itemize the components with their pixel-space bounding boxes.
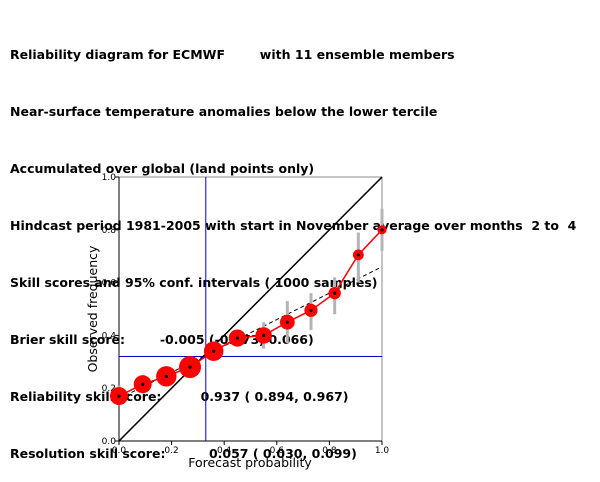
x-tick-label: 1.0 <box>375 446 390 456</box>
reliability-point-center <box>188 365 192 369</box>
y-tick-label: 0.4 <box>102 331 117 341</box>
y-tick-label: 0.0 <box>102 437 117 447</box>
reliability-skill-score: Reliability skill score: 0.937 ( 0.894, … <box>10 389 349 404</box>
reliability-point-center <box>333 291 337 295</box>
reliability-point-center <box>164 374 168 378</box>
reliability-point-center <box>380 228 384 232</box>
reliability-point-center <box>141 382 145 386</box>
y-tick-label: 0.6 <box>102 279 117 289</box>
resolution-skill-score: Resolution skill score: 0.057 ( 0.030, 0… <box>10 446 357 461</box>
header-ci-note: Skill scores and 95% conf. intervals ( 1… <box>10 275 378 290</box>
x-tick-label: 0.6 <box>270 446 285 456</box>
y-tick-label: 0.2 <box>102 384 116 394</box>
reliability-point-center <box>117 394 121 398</box>
x-tick-label: 0.8 <box>322 446 337 456</box>
reliability-point-center <box>285 320 289 324</box>
header-period: Hindcast period 1981-2005 with start in … <box>10 218 577 233</box>
y-axis-label: Observed frequency <box>85 245 100 372</box>
x-axis-label: Forecast probability <box>188 455 312 470</box>
reliability-point-center <box>235 336 239 340</box>
reliability-point-center <box>262 333 266 337</box>
header-title: Reliability diagram for ECMWF with 11 en… <box>10 47 455 62</box>
reliability-point-center <box>212 349 216 353</box>
reliability-point-center <box>309 308 313 312</box>
x-tick-label: 0.2 <box>164 446 178 456</box>
reliability-point-center <box>356 253 360 257</box>
x-tick-label: 0.4 <box>217 446 232 456</box>
header-region: Accumulated over global (land points onl… <box>10 161 315 176</box>
x-tick-label: 0.0 <box>112 446 127 456</box>
header-variable: Near-surface temperature anomalies below… <box>10 104 438 119</box>
y-tick-label: 0.8 <box>102 226 117 236</box>
perfect-reliability-diagonal <box>118 176 383 442</box>
y-tick-label: 1.0 <box>102 173 117 183</box>
